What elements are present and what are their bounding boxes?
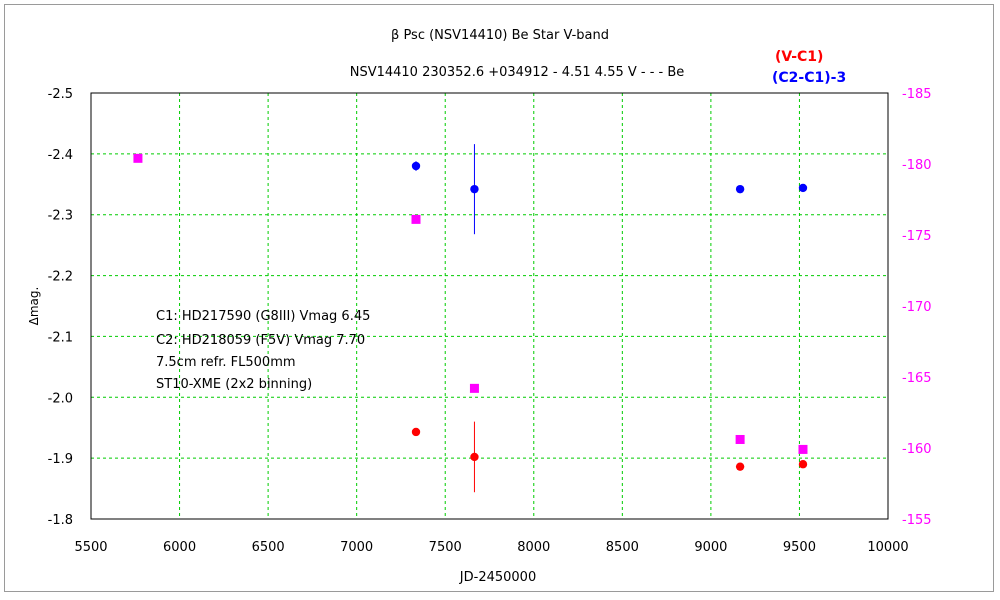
data-point xyxy=(411,161,421,171)
data-point xyxy=(735,462,745,471)
grid xyxy=(91,93,888,519)
data-point xyxy=(133,153,143,163)
y2-tick-label: -160 xyxy=(902,442,932,457)
y-tick-label: -1.8 xyxy=(48,513,73,528)
x-tick-label: 10000 xyxy=(867,540,908,555)
y2-tick-label: -175 xyxy=(902,229,932,244)
x-axis-label: JD-2450000 xyxy=(459,570,536,585)
y2-tick-label: -155 xyxy=(902,513,932,528)
plot-area xyxy=(90,92,889,520)
y-tick-label: -2.3 xyxy=(48,209,73,224)
y2-tick-label: -185 xyxy=(902,87,932,102)
data-point xyxy=(735,434,745,444)
data-series xyxy=(133,144,808,493)
y-tick-label: -2.0 xyxy=(48,391,73,406)
data-point xyxy=(735,184,745,194)
y2-tick-label: -180 xyxy=(902,158,932,173)
y-tick-label: -2.5 xyxy=(48,87,73,102)
x-tick-label: 9500 xyxy=(783,540,816,555)
data-point xyxy=(411,214,421,224)
annotation-line: 7.5cm refr. FL500mm xyxy=(156,355,296,370)
series-2 xyxy=(133,153,808,454)
data-point xyxy=(798,444,808,454)
x-tick-label: 5500 xyxy=(74,540,107,555)
data-point xyxy=(798,183,808,193)
data-point xyxy=(470,184,479,194)
legend-entry-c2-c1: (C2-C1)-3 xyxy=(772,70,846,86)
legend-entry-v-c1: (V-C1) xyxy=(775,49,823,65)
y-tick-label: -1.9 xyxy=(48,452,73,467)
x-tick-label: 7500 xyxy=(429,540,462,555)
y-tick-label: -2.4 xyxy=(48,148,73,163)
series-1 xyxy=(411,144,808,235)
data-point xyxy=(411,427,421,437)
data-point xyxy=(798,460,808,469)
chart-subtitle: NSV14410 230352.6 +034912 - 4.51 4.55 V … xyxy=(350,65,685,80)
chart-frame xyxy=(4,4,994,592)
annotation-box: C1: HD217590 (G8III) Vmag 6.45 C2: HD218… xyxy=(156,309,370,392)
x-tick-label: 8000 xyxy=(517,540,550,555)
annotation-line: C1: HD217590 (G8III) Vmag 6.45 xyxy=(156,309,370,324)
y2-tick-label: -165 xyxy=(902,371,932,386)
x-tick-label: 8500 xyxy=(606,540,639,555)
y-axis-label: Δmag. xyxy=(27,287,41,326)
annotation-line: C2: HD218059 (F5V) Vmag 7.70 xyxy=(156,333,365,348)
axis-ticks: 5500 6000 6500 7000 7500 8000 8500 9000 9500 1000… xyxy=(48,87,932,555)
y-tick-label: -2.1 xyxy=(48,330,73,345)
x-tick-label: 6000 xyxy=(163,540,196,555)
y-tick-label: -2.2 xyxy=(48,270,73,285)
series-0 xyxy=(411,421,808,493)
x-tick-label: 9000 xyxy=(694,540,727,555)
y2-tick-label: -170 xyxy=(902,300,932,315)
x-tick-label: 7000 xyxy=(340,540,373,555)
data-point xyxy=(469,383,479,393)
data-point xyxy=(470,452,479,462)
chart-title: β Psc (NSV14410) Be Star V-band xyxy=(391,28,609,43)
x-tick-label: 6500 xyxy=(252,540,285,555)
annotation-line: ST10-XME (2x2 binning) xyxy=(156,377,312,392)
